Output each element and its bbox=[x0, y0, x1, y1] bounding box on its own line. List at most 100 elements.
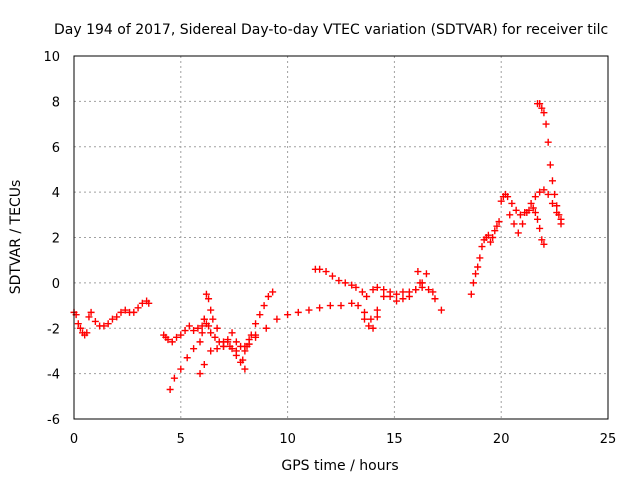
data-point bbox=[363, 292, 371, 300]
data-point bbox=[83, 329, 91, 337]
data-point bbox=[322, 268, 330, 276]
data-point bbox=[360, 308, 368, 316]
data-point bbox=[551, 190, 559, 198]
data-point bbox=[134, 304, 142, 312]
data-point bbox=[514, 229, 522, 237]
data-point bbox=[531, 193, 539, 201]
data-point bbox=[341, 279, 349, 287]
y-tick-label: -6 bbox=[47, 413, 60, 428]
data-point bbox=[166, 386, 174, 394]
tick-labels: 0 5 10 15 20 25 -6 -4 -2 0 2 4 6 8 10 bbox=[43, 50, 616, 447]
data-point bbox=[241, 342, 249, 350]
data-point bbox=[198, 329, 206, 337]
data-point bbox=[399, 295, 407, 303]
data-point bbox=[540, 186, 548, 194]
data-point bbox=[316, 265, 324, 273]
data-point bbox=[100, 322, 108, 330]
data-point bbox=[232, 338, 240, 346]
data-point bbox=[224, 338, 232, 346]
data-point bbox=[207, 347, 215, 355]
data-point bbox=[422, 270, 430, 278]
data-point bbox=[531, 209, 539, 217]
data-point bbox=[555, 211, 563, 219]
data-point bbox=[185, 322, 193, 330]
data-point bbox=[540, 109, 548, 117]
data-point bbox=[228, 345, 236, 353]
data-point bbox=[260, 302, 268, 310]
x-tick-label: 5 bbox=[177, 432, 185, 447]
x-tick-label: 10 bbox=[279, 432, 296, 447]
data-point bbox=[241, 365, 249, 373]
data-point bbox=[489, 234, 497, 241]
data-point bbox=[273, 315, 281, 323]
data-point bbox=[365, 322, 373, 330]
data-point bbox=[544, 138, 552, 146]
data-point bbox=[540, 240, 548, 248]
data-point bbox=[190, 345, 198, 353]
data-point bbox=[538, 236, 546, 244]
data-point bbox=[495, 218, 503, 226]
data-point bbox=[425, 286, 433, 294]
data-point bbox=[536, 188, 544, 196]
data-point bbox=[354, 302, 362, 310]
data-point bbox=[380, 286, 388, 294]
data-point bbox=[237, 358, 245, 366]
x-tick-label: 0 bbox=[70, 432, 78, 447]
data-point bbox=[207, 329, 215, 337]
data-point bbox=[534, 215, 542, 223]
data-point bbox=[196, 338, 204, 346]
data-point bbox=[145, 299, 153, 307]
data-point bbox=[484, 231, 492, 239]
data-point bbox=[181, 327, 189, 335]
data-point bbox=[369, 286, 377, 294]
y-tick-label: 0 bbox=[52, 277, 60, 292]
data-point bbox=[360, 315, 368, 323]
data-point bbox=[232, 351, 240, 359]
data-point bbox=[431, 295, 439, 303]
data-point bbox=[380, 292, 388, 300]
data-point bbox=[316, 304, 324, 312]
data-point bbox=[262, 324, 270, 332]
data-point bbox=[418, 283, 426, 291]
data-point bbox=[121, 306, 129, 314]
data-point bbox=[200, 361, 208, 369]
data-point bbox=[305, 306, 313, 314]
data-point bbox=[369, 324, 377, 332]
data-point bbox=[264, 292, 272, 300]
data-point bbox=[85, 313, 93, 321]
data-point bbox=[469, 279, 477, 287]
data-point bbox=[542, 120, 550, 128]
y-tick-label: 4 bbox=[52, 186, 60, 201]
y-tick-label: -4 bbox=[47, 368, 60, 383]
data-point bbox=[170, 374, 178, 382]
data-point bbox=[74, 320, 82, 328]
data-point bbox=[294, 308, 302, 316]
data-point bbox=[487, 238, 495, 246]
data-point bbox=[177, 365, 185, 373]
data-point bbox=[493, 222, 501, 230]
data-point bbox=[474, 263, 482, 271]
data-point bbox=[104, 320, 112, 328]
data-point bbox=[138, 299, 146, 307]
data-point bbox=[508, 199, 516, 207]
data-point bbox=[523, 209, 531, 217]
y-tick-label: 2 bbox=[52, 232, 60, 247]
data-point bbox=[476, 254, 484, 262]
data-point bbox=[348, 281, 356, 289]
data-point bbox=[164, 336, 172, 344]
data-point bbox=[284, 311, 292, 319]
data-point bbox=[373, 313, 381, 321]
data-point bbox=[529, 204, 537, 212]
data-point bbox=[393, 290, 401, 298]
data-point bbox=[335, 277, 343, 285]
data-point bbox=[183, 354, 191, 362]
data-point bbox=[504, 193, 512, 201]
data-point bbox=[269, 288, 277, 296]
data-point bbox=[194, 324, 202, 332]
data-points bbox=[70, 100, 565, 394]
y-tick-label: -2 bbox=[47, 322, 60, 337]
data-point bbox=[478, 243, 486, 251]
data-point bbox=[519, 220, 527, 228]
data-point bbox=[538, 104, 546, 112]
data-point bbox=[207, 306, 215, 314]
